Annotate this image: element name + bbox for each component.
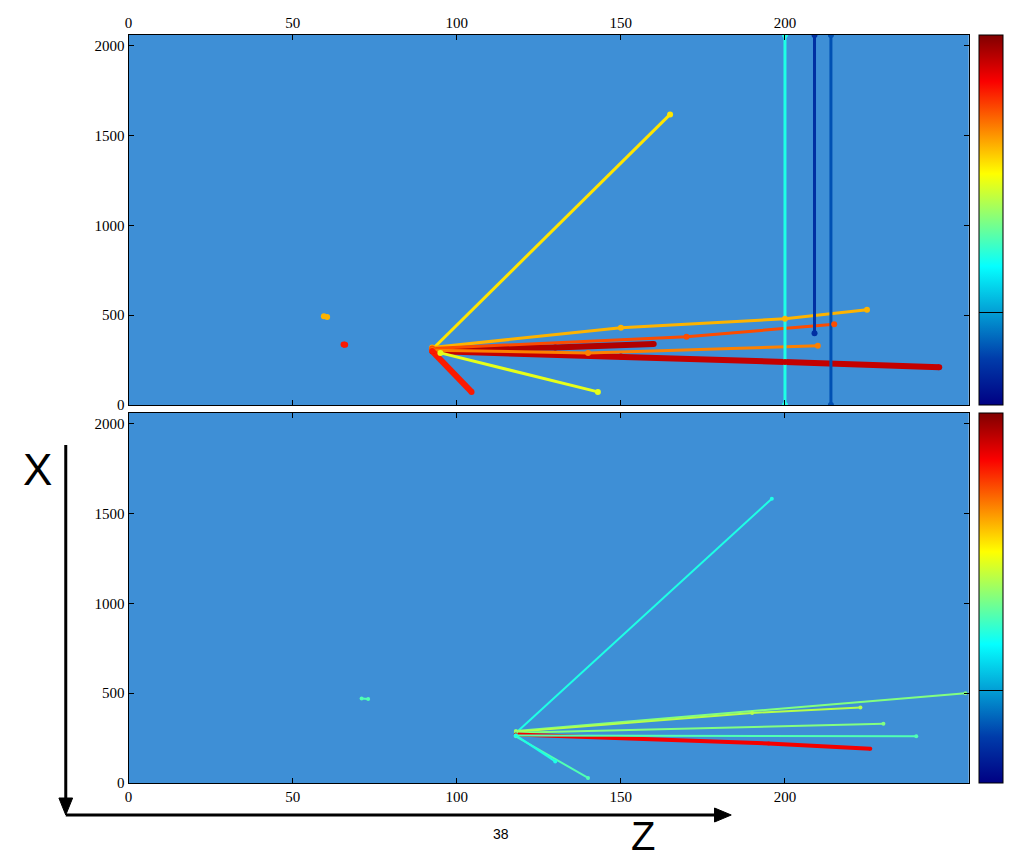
svg-text:500: 500 (102, 685, 125, 701)
svg-text:38: 38 (493, 826, 509, 842)
svg-text:0: 0 (125, 15, 133, 31)
svg-text:2000: 2000 (95, 38, 125, 54)
svg-text:0: 0 (117, 775, 125, 791)
svg-text:0: 0 (117, 397, 125, 413)
svg-text:200: 200 (774, 789, 797, 805)
svg-text:200: 200 (774, 15, 797, 31)
svg-text:1000: 1000 (95, 218, 125, 234)
svg-text:50: 50 (285, 15, 300, 31)
svg-text:100: 100 (446, 789, 469, 805)
svg-text:500: 500 (102, 307, 125, 323)
svg-text:1500: 1500 (95, 506, 125, 522)
svg-text:0: 0 (125, 789, 133, 805)
svg-text:Z: Z (631, 814, 655, 858)
svg-text:100: 100 (446, 15, 469, 31)
svg-text:X: X (23, 445, 52, 494)
svg-text:150: 150 (610, 15, 633, 31)
svg-text:50: 50 (285, 789, 300, 805)
svg-text:1500: 1500 (95, 128, 125, 144)
svg-text:150: 150 (610, 789, 633, 805)
svg-text:1000: 1000 (95, 596, 125, 612)
svg-text:2000: 2000 (95, 416, 125, 432)
